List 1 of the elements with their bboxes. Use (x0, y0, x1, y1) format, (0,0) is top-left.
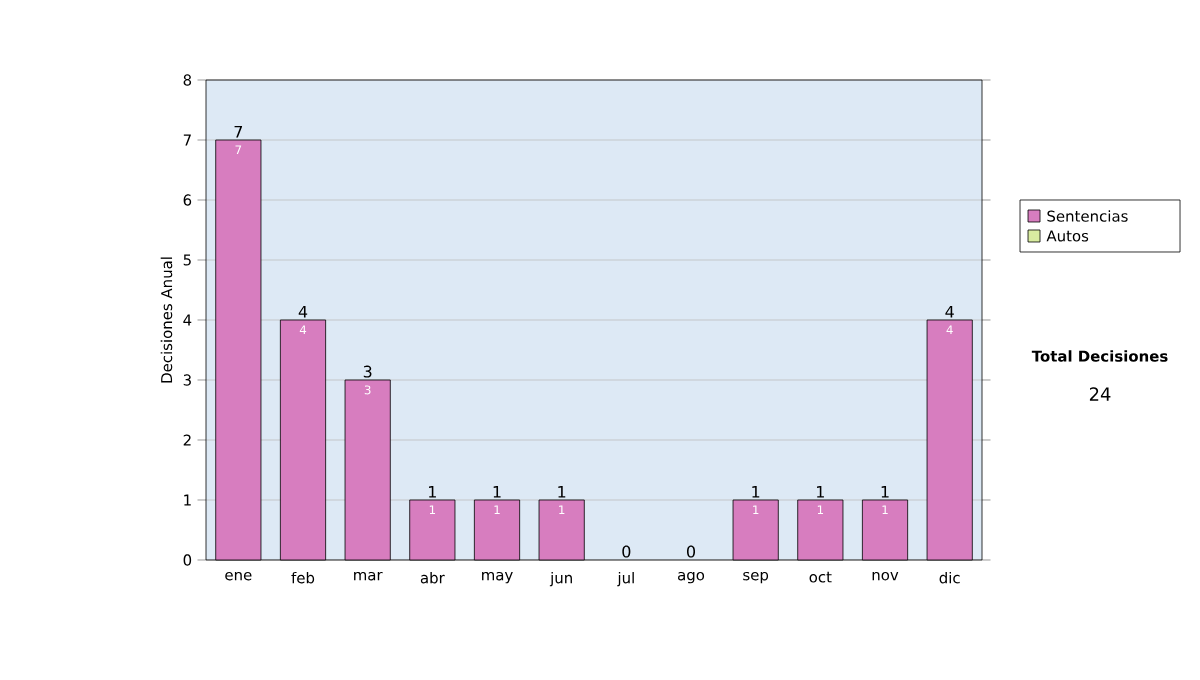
text: 24 (1089, 387, 1111, 401)
